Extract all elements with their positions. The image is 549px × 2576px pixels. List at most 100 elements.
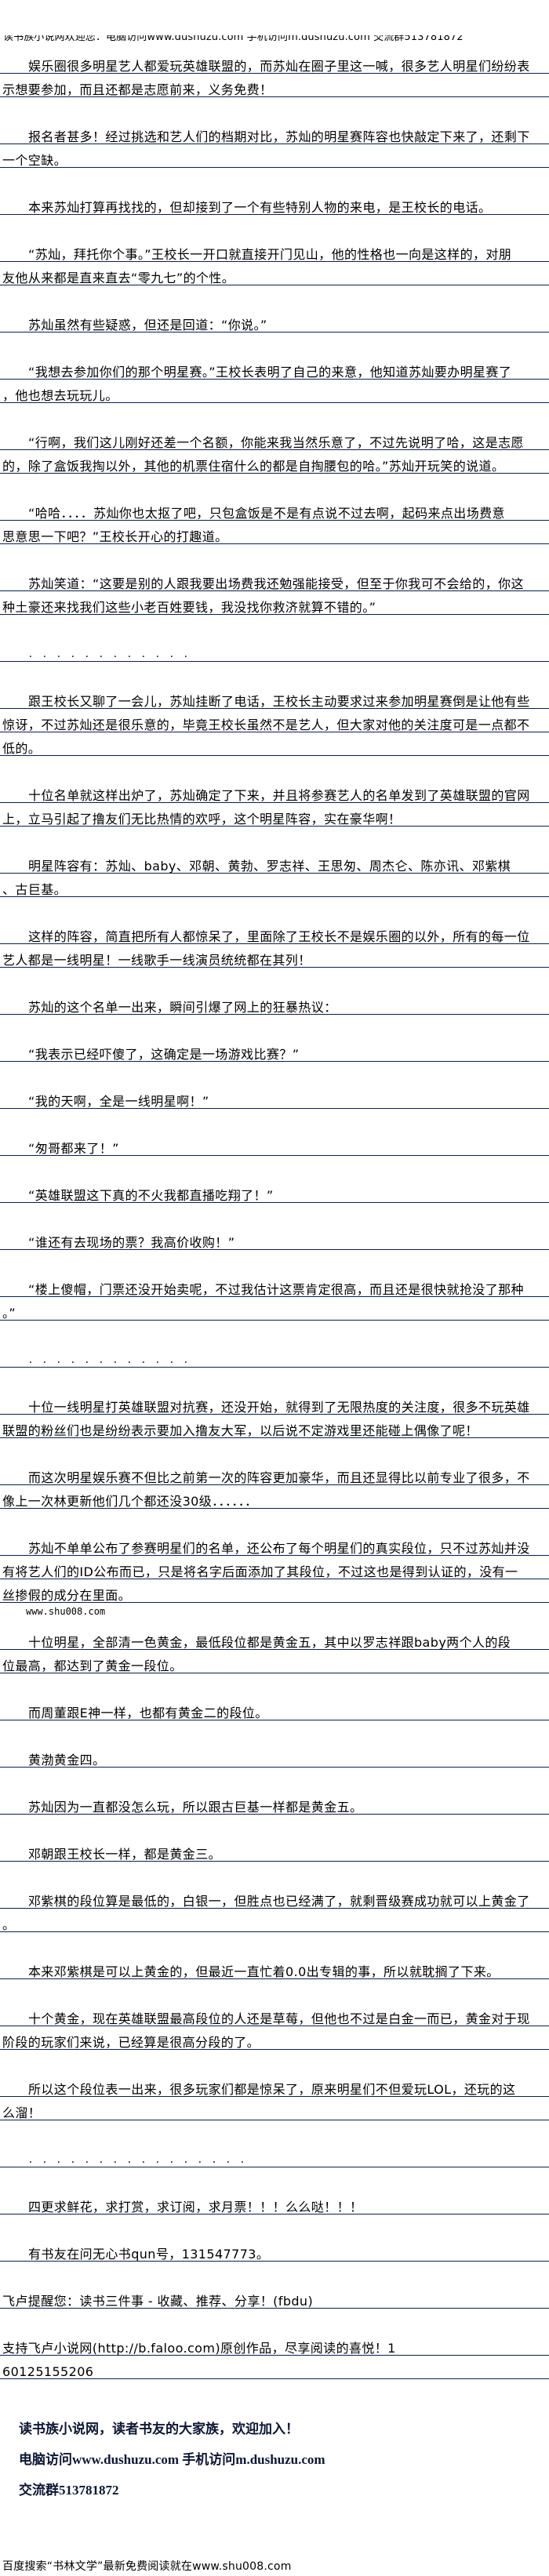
line-text: 种土豪还来找我们这些小老百姓要钱，我没找你救济就算不错的。” — [2, 600, 376, 615]
site-promo-footer: 读书族小说网，读者书友的大家族，欢迎加入！ 电脑访问www.dushuzu.co… — [19, 2422, 325, 2513]
line-text: 而这次明星娱乐赛不但比之前第一次的阵容更加豪华，而且还显得比以前专业了很多，不 — [28, 1470, 530, 1485]
line-text: 所以这个段位表一出来，很多玩家们都是惊呆了，原来明星们不但爱玩LOL，还玩的这 — [28, 2082, 516, 2097]
text-line: 有书友在问无心书qun号，131547773。 — [0, 2238, 549, 2262]
line-text: 60125155206 — [2, 2364, 94, 2379]
line-text: 思意思一下吧？”王校长开心的打趣道。 — [2, 529, 228, 544]
text-line: 上，立马引起了撸友们无比热情的欢呼，这个明星阵容，实在豪华啊！ — [0, 803, 549, 827]
text-line: 十个黄金，现在英雄联盟最高段位的人还是草莓，但他也不过是白金一而已，黄金对于现 — [0, 2003, 549, 2026]
line-text: 邓朝跟王校长一样，都是黄金三。 — [28, 1847, 222, 1862]
text-line: 而这次明星娱乐赛不但比之前第一次的阵容更加豪华，而且还显得比以前专业了很多，不 — [0, 1462, 549, 1485]
text-line: 苏灿因为一直都没怎么玩，所以跟古巨基一样都是黄金五。 — [0, 1791, 549, 1815]
line-text: “我的天啊，全是一线明星啊！” — [28, 1094, 209, 1109]
line-text: 跟王校长又聊了一会儿，苏灿挂断了电话，王校长主动要求过来参加明星赛倒是让他有些 — [28, 694, 530, 709]
line-text: 。 — [2, 1917, 16, 1932]
watermark-row: www.shu008.com — [0, 1603, 549, 1626]
text-line: 像上一次林更新他们几个都还没30级．．．．．． — [0, 1485, 549, 1509]
text-line: 艺人都是一线明星！一线歌手一线演员统统都在其列！ — [0, 944, 549, 968]
line-text: 飞卢提醒您：读书三件事 - 收藏、推荐、分享！(fbdu) — [2, 2294, 314, 2309]
line-text: “我想去参加你们的那个明星赛。”王校长表明了自己的来意，他知道苏灿要办明星赛了 — [28, 365, 512, 380]
line-text: 一个空缺。 — [2, 153, 67, 168]
text-line: 。” — [0, 1297, 549, 1321]
paragraph-gap — [0, 1509, 549, 1532]
line-text: 明星阵容有：苏灿、baby、邓朝、黄勃、罗志祥、王思匆、周杰仑、陈亦讯、邓紫棋 — [28, 859, 511, 874]
line-text: “匆哥都来了！” — [28, 1141, 119, 1156]
line-text: 十位一线明星打英雄联盟对抗赛，还没开始，就得到了无限热度的关注度，很多不玩英雄 — [28, 1400, 530, 1415]
ellipsis-separator: ．．．．．．．．．．．． — [28, 1354, 203, 1365]
line-text: 示想要参加，而且还都是志愿前来，义务免费！ — [2, 82, 273, 97]
chapter-body: 娱乐圈很多明星艺人都爱玩英雄联盟的，而苏灿在圈子里这一喊，很多艺人明星们纷纷表示… — [0, 50, 549, 2379]
text-line: 联盟的粉丝们也是纷纷表示要加入撸友大军，以后说不定游戏里还能碰上偶像了呢！ — [0, 1415, 549, 1438]
text-line: 么溜！ — [0, 2097, 549, 2120]
text-line: “苏灿，拜托你个事。”王校长一开口就直接开门见山，他的性格也一向是这样的，对朋 — [0, 238, 549, 262]
line-text: “我表示已经吓傻了，这确定是一场游戏比赛？” — [28, 1047, 300, 1062]
paragraph-gap — [0, 1673, 549, 1697]
paragraph-gap — [0, 285, 549, 309]
line-text: 阶段的玩家们来说，已经算是很高分段的了。 — [2, 2035, 260, 2050]
text-line: 位最高，都达到了黄金一段位。 — [0, 1650, 549, 1673]
text-line: 本来苏灿打算再找找的，但却接到了一个有些特别人物的来电，是王校长的电话。 — [0, 191, 549, 215]
text-line: 低的。 — [0, 732, 549, 756]
text-line: 而周董跟E神一样，也都有黄金二的段位。 — [0, 1697, 549, 1720]
line-text: 友他从来都是直来直去“零九七”的个性。 — [2, 271, 235, 285]
paragraph-gap — [0, 1368, 549, 1391]
line-text: “哈哈．．．．苏灿你也太抠了吧，只包盒饭是不是有点说不过去啊，起码来点出场费意 — [28, 506, 505, 521]
line-text: 娱乐圈很多明星艺人都爱玩英雄联盟的，而苏灿在圈子里这一喊，很多艺人明星们纷纷表 — [28, 59, 530, 74]
line-text: 联盟的粉丝们也是纷纷表示要加入撸友大军，以后说不定游戏里还能碰上偶像了呢！ — [2, 1423, 478, 1438]
paragraph-gap — [0, 1062, 549, 1085]
line-text: ，他也想去玩玩儿。 — [2, 388, 118, 403]
ellipsis-separator: ．．．．．．．．．．．．．．．． — [28, 2154, 260, 2165]
text-line: “我的天啊，全是一线明星啊！” — [0, 1085, 549, 1109]
line-text: 苏灿因为一直都没怎么玩，所以跟古巨基一样都是黄金五。 — [28, 1800, 363, 1815]
line-text: 报名者甚多！经过挑选和艺人们的档期对比，苏灿的明星赛阵容也快敲定下来了，还剩下 — [28, 129, 530, 144]
text-line: “行啊，我们这儿刚好还差一个名额，你能来我当然乐意了，不过先说明了哈，这是志愿 — [0, 427, 549, 450]
paragraph-gap — [0, 332, 549, 356]
watermark-text: www.shu008.com — [26, 1606, 106, 1617]
text-line: 十位名单就这样出炉了，苏灿确定了下来，并且将参赛艺人的名单发到了英雄联盟的官网 — [0, 779, 549, 803]
text-line: 苏灿的这个名单一出来，瞬间引爆了网上的狂暴热议： — [0, 991, 549, 1015]
text-line: 丝掺假的成分在里面。 — [0, 1579, 549, 1603]
paragraph-gap — [0, 2120, 549, 2144]
paragraph-gap — [0, 662, 549, 685]
paragraph-gap — [0, 1203, 549, 1226]
line-text: 。” — [2, 1306, 16, 1321]
text-line: 娱乐圈很多明星艺人都爱玩英雄联盟的，而苏灿在圈子里这一喊，很多艺人明星们纷纷表 — [0, 50, 549, 74]
line-text: 黄渤黄金四。 — [28, 1753, 106, 1768]
paragraph-gap — [0, 2050, 549, 2073]
line-text: 支持飞卢小说网(http://b.faloo.com)原创作品，尽享阅读的喜悦！… — [2, 2341, 396, 2356]
text-line: 邓朝跟王校长一样，都是黄金三。 — [0, 1838, 549, 1862]
paragraph-gap — [0, 2214, 549, 2238]
line-text: “苏灿，拜托你个事。”王校长一开口就直接开门见山，他的性格也一向是这样的，对朋 — [28, 247, 512, 262]
paragraph-gap — [0, 215, 549, 238]
top-banner-text: 读书族小说网欢迎您：电脑访问www.dushuzu.com 手机访问m.dush… — [3, 35, 464, 43]
footer-site-links[interactable]: 电脑访问www.dushuzu.com 手机访问m.dushuzu.com — [19, 2452, 325, 2467]
text-line: 本来邓紫棋是可以上黄金的，但最近一直忙着0.0出专辑的事，所以就耽搁了下来。 — [0, 1956, 549, 1979]
line-text: 苏灿笑道：“这要是别的人跟我要出场费我还勉强能接受，但至于你我可不会给的，你这 — [28, 576, 524, 591]
text-line: “我表示已经吓傻了，这确定是一场游戏比赛？” — [0, 1038, 549, 1062]
text-line: 黄渤黄金四。 — [0, 1744, 549, 1768]
paragraph-gap — [0, 1109, 549, 1132]
line-text: 而周董跟E神一样，也都有黄金二的段位。 — [28, 1706, 268, 1720]
line-text: “英雄联盟这下真的不火我都直播吃翔了！” — [28, 1188, 274, 1203]
text-line: ，他也想去玩玩儿。 — [0, 380, 549, 403]
footer-group-number: 交流群513781872 — [19, 2483, 119, 2498]
separator-row: ．．．．．．．．．．．． — [0, 638, 549, 662]
text-line: 示想要参加，而且还都是志愿前来，义务免费！ — [0, 74, 549, 97]
line-text: “行啊，我们这儿刚好还差一个名额，你能来我当然乐意了，不过先说明了哈，这是志愿 — [28, 435, 524, 450]
line-text: 四更求鲜花，求打赏，求订阅，求月票！！！么么哒！！！ — [28, 2200, 363, 2214]
text-line: “我想去参加你们的那个明星赛。”王校长表明了自己的来意，他知道苏灿要办明星赛了 — [0, 356, 549, 380]
separator-row: ．．．．．．．．．．．． — [0, 1344, 549, 1368]
text-line: 跟王校长又聊了一会儿，苏灿挂断了电话，王校长主动要求过来参加明星赛倒是让他有些 — [0, 685, 549, 709]
paragraph-gap — [0, 97, 549, 121]
text-line: 所以这个段位表一出来，很多玩家们都是惊呆了，原来明星们不但爱玩LOL，还玩的这 — [0, 2073, 549, 2097]
paragraph-gap — [0, 2262, 549, 2285]
paragraph-gap — [0, 1862, 549, 1885]
line-text: 艺人都是一线明星！一线歌手一线演员统统都在其列！ — [2, 953, 311, 968]
paragraph-gap — [0, 544, 549, 568]
text-line: 四更求鲜花，求打赏，求订阅，求月票！！！么么哒！！！ — [0, 2191, 549, 2214]
line-text: 位最高，都达到了黄金一段位。 — [2, 1659, 183, 1673]
line-text: 有将艺人们的ID公布而已，只是将名字后面添加了其段位，不过这也是得到认证的，没有… — [2, 1564, 518, 1579]
text-line: 邓紫棋的段位算是最低的，白银一，但胜点也已经满了，就剩晋级赛成功就可以上黄金了 — [0, 1885, 549, 1909]
line-text: 十个黄金，现在英雄联盟最高段位的人还是草莓，但他也不过是白金一而已，黄金对于现 — [28, 2011, 530, 2026]
text-line: 苏灿不单单公布了参赛明星们的名单，还公布了每个明星们的真实段位，只不过苏灿并没 — [0, 1532, 549, 1556]
line-text: 、古巨基。 — [2, 882, 67, 897]
